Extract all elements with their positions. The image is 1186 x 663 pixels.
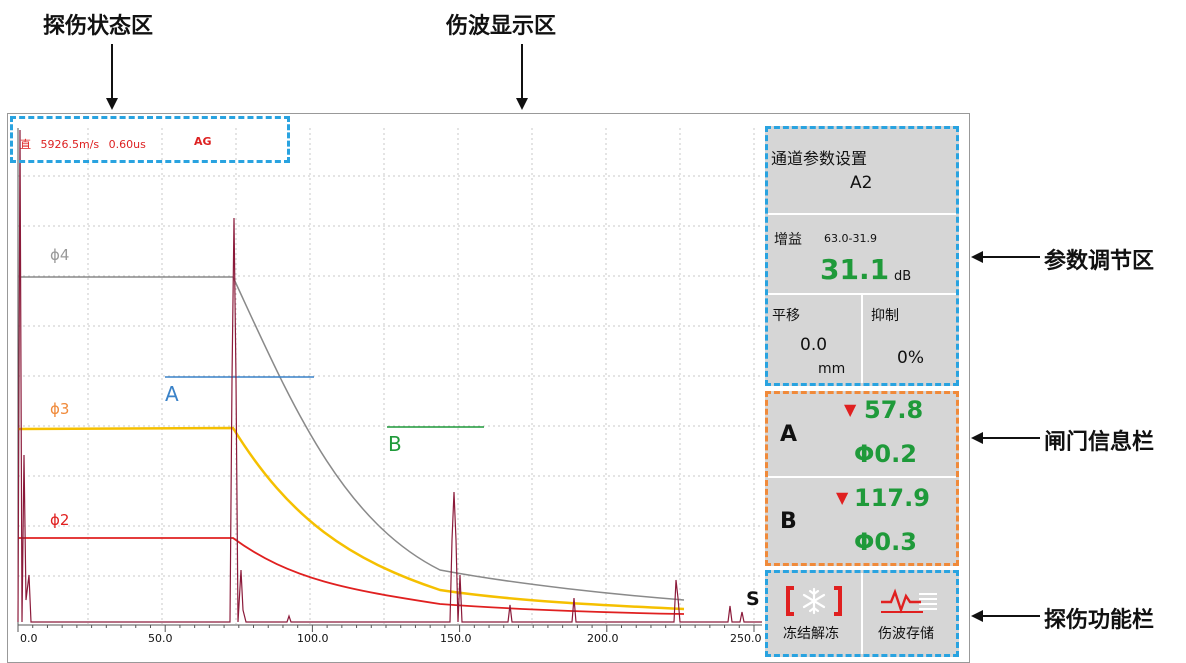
- phi2-curve: [18, 537, 685, 615]
- s-marker: S: [746, 588, 760, 610]
- phi3-curve: [17, 426, 685, 611]
- probe-type: 直: [20, 138, 31, 151]
- channel-settings-button[interactable]: 通道参数设置 A2: [768, 129, 956, 213]
- param-area-label: 参数调节区: [1044, 249, 1155, 274]
- status-area-label: 探伤状态区: [43, 14, 154, 39]
- echo-waveform: [17, 129, 762, 623]
- gate-area-label: 闸门信息栏: [1044, 430, 1155, 455]
- param-area-arrow: [982, 256, 1040, 258]
- shift-label: 平移: [772, 308, 800, 324]
- freeze-button[interactable]: 冻结解冻: [768, 573, 861, 654]
- grid: [18, 128, 762, 624]
- x-tick-0: 0.0: [20, 632, 38, 645]
- status-area-highlight: [10, 116, 290, 163]
- status-area-arrow: [111, 44, 113, 98]
- function-area-arrowhead: [971, 610, 983, 622]
- wave-area-arrow: [521, 44, 523, 98]
- x-tick-250: 250.0: [730, 632, 762, 645]
- gate-panel: [765, 391, 959, 566]
- gate-area-arrowhead: [971, 432, 983, 444]
- param-separator-2: [768, 293, 956, 295]
- gate-b-down-arrow-icon: ▼: [836, 488, 849, 507]
- function-area-arrow: [982, 615, 1040, 617]
- channel-name: A2: [850, 173, 873, 193]
- gate-b-info[interactable]: B ▼ 117.9 Φ0.3: [768, 478, 956, 563]
- x-tick-200: 200.0: [587, 632, 619, 645]
- gate-b-label: B: [388, 432, 402, 456]
- shift-value: 0.0: [800, 335, 828, 355]
- function-area-label: 探伤功能栏: [1044, 608, 1155, 633]
- gate-area-arrow: [982, 437, 1040, 439]
- save-wave-button[interactable]: 伤波存储: [863, 573, 956, 654]
- gain-range: 63.0-31.9: [824, 232, 877, 245]
- x-tick-150: 150.0: [440, 632, 472, 645]
- suppress-control[interactable]: 抑制 0%: [863, 295, 956, 383]
- gate-a-label: A: [165, 382, 179, 406]
- gain-control[interactable]: 增益 63.0-31.9 31.1 dB: [768, 215, 956, 293]
- suppress-label: 抑制: [871, 308, 899, 324]
- phi2-label: ϕ2: [50, 511, 70, 529]
- gate-b-info-label: B: [780, 509, 797, 534]
- x-axis-ticks: [17, 625, 755, 632]
- gate-a-info[interactable]: A ▼ 57.8 Φ0.2: [768, 394, 956, 476]
- x-tick-50: 50.0: [148, 632, 173, 645]
- gate-a-phi: Φ0.2: [854, 440, 917, 468]
- shift-control[interactable]: 平移 0.0 mm: [768, 295, 861, 383]
- suppress-value: 0%: [897, 348, 924, 368]
- param-separator-1: [768, 213, 956, 215]
- wave-area-arrowhead: [516, 98, 528, 110]
- freeze-label: 冻结解冻: [783, 626, 839, 642]
- gain-value: 31.1: [820, 253, 890, 286]
- delay-value: 0.60us: [108, 138, 146, 151]
- param-area-arrowhead: [971, 251, 983, 263]
- gate-a-value: 57.8: [864, 396, 924, 424]
- gate-b-phi: Φ0.3: [854, 528, 917, 556]
- phi4-label: ϕ4: [50, 246, 70, 264]
- gate-b-value: 117.9: [854, 484, 930, 512]
- mode-badge: AG: [194, 135, 212, 148]
- x-tick-100: 100.0: [297, 632, 329, 645]
- waveform-save-icon: [881, 588, 937, 614]
- gate-separator: [768, 476, 956, 478]
- gate-a-down-arrow-icon: ▼: [844, 400, 857, 419]
- param-separator-3: [861, 295, 863, 383]
- status-bar: 直 5926.5m/s 0.60us: [20, 136, 152, 152]
- shift-unit: mm: [818, 361, 846, 377]
- wave-area-label: 伤波显示区: [446, 14, 557, 39]
- gain-unit: dB: [894, 269, 912, 284]
- function-separator: [861, 573, 863, 654]
- gate-a-info-label: A: [780, 422, 798, 447]
- velocity-value: 5926.5m/s: [40, 138, 100, 151]
- status-area-arrowhead: [106, 98, 118, 110]
- phi4-curve: [18, 276, 685, 601]
- phi3-label: ϕ3: [50, 400, 70, 418]
- gain-label: 增益: [774, 232, 802, 248]
- freeze-icon: [786, 586, 842, 616]
- channel-settings-title: 通道参数设置: [771, 149, 868, 168]
- save-wave-label: 伤波存储: [878, 626, 934, 642]
